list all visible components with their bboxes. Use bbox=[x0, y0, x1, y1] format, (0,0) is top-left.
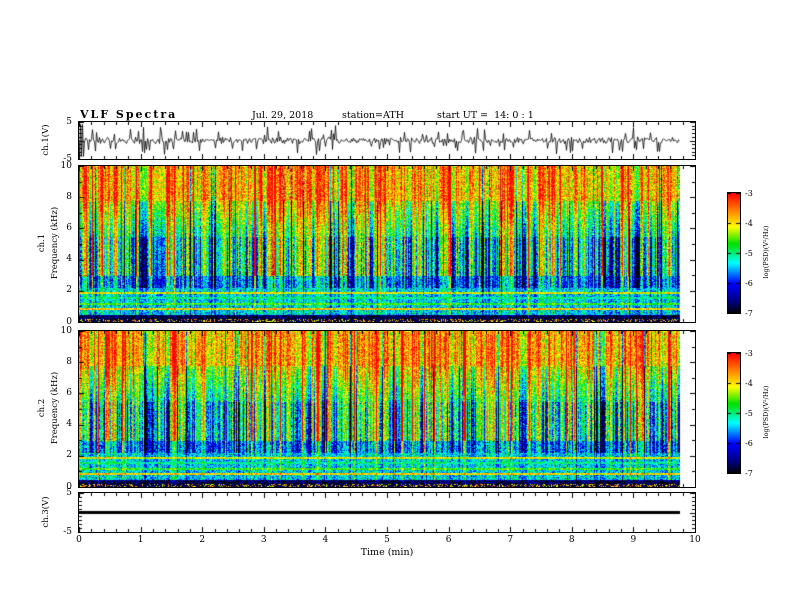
colorbar-tick-label: -7 bbox=[745, 309, 753, 318]
ch1-channel-label: ch.1 bbox=[37, 233, 47, 253]
y-tick-label: 4 bbox=[66, 419, 72, 430]
ch2-colorbar-canvas bbox=[728, 353, 740, 473]
ch1-spectrogram-panel bbox=[78, 165, 696, 323]
x-tick-label: 2 bbox=[199, 535, 206, 545]
colorbar-tick-label: -6 bbox=[745, 439, 753, 448]
x-tick-label: 7 bbox=[507, 535, 514, 545]
ch2-channel-label: ch.2 bbox=[37, 398, 47, 418]
plot-start-ut: start UT = 14: 0 : 1 bbox=[437, 110, 534, 121]
y-tick-label: 4 bbox=[66, 254, 72, 265]
x-tick-label: 6 bbox=[445, 535, 452, 545]
y-tick-label: 6 bbox=[66, 387, 72, 398]
ch2-colorbar bbox=[727, 352, 741, 474]
y-tick-label: 8 bbox=[66, 191, 72, 202]
x-tick-label: 5 bbox=[384, 535, 390, 545]
ch1-spectrogram-canvas bbox=[79, 166, 695, 322]
plot-station: station=ATH bbox=[342, 110, 404, 121]
x-tick-label: 8 bbox=[568, 535, 575, 545]
x-tick-label: 9 bbox=[630, 535, 637, 545]
ch1-colorbar-canvas bbox=[728, 193, 740, 313]
colorbar-tick-label: -3 bbox=[745, 189, 753, 198]
ch2-frequency-axis-label: Frequency (kHz) bbox=[50, 371, 60, 445]
ch3-waveform-canvas bbox=[79, 493, 695, 532]
ch2-spectrogram-panel bbox=[78, 330, 696, 488]
y-tick-label: 2 bbox=[66, 450, 72, 461]
colorbar-tick-label: -4 bbox=[745, 219, 753, 228]
ch3-voltage-axis-label: ch.3(V) bbox=[41, 496, 51, 528]
x-tick-label: 0 bbox=[76, 535, 82, 545]
ch1-waveform-canvas bbox=[79, 122, 695, 159]
ch1-waveform-panel bbox=[78, 121, 696, 160]
x-tick-label: 3 bbox=[260, 535, 267, 545]
y-tick-label: -5 bbox=[63, 526, 72, 537]
y-tick-label: 5 bbox=[66, 487, 72, 498]
ch1-frequency-axis-label: Frequency (kHz) bbox=[50, 206, 60, 280]
x-tick-label: 1 bbox=[137, 535, 144, 545]
ch1-voltage-axis-label: ch.1(V) bbox=[41, 124, 51, 156]
colorbar-tick-label: -4 bbox=[745, 379, 753, 388]
plot-title: VLF Spectra bbox=[80, 108, 178, 121]
colorbar-tick-label: -5 bbox=[745, 409, 753, 418]
ch2-spectrogram-canvas bbox=[79, 331, 695, 487]
y-tick-label: -5 bbox=[63, 153, 72, 164]
y-tick-label: 10 bbox=[60, 325, 72, 336]
y-tick-label: 10 bbox=[60, 160, 72, 171]
x-tick-label: 10 bbox=[689, 535, 701, 545]
plot-date: Jul. 29, 2018 bbox=[252, 110, 314, 121]
y-tick-label: 0 bbox=[66, 316, 72, 327]
colorbar-tick-label: -6 bbox=[745, 279, 753, 288]
y-tick-label: 0 bbox=[66, 481, 72, 492]
y-tick-label: 5 bbox=[66, 116, 72, 127]
y-tick-label: 2 bbox=[66, 285, 72, 296]
ch3-waveform-panel bbox=[78, 492, 696, 533]
x-tick-label: 4 bbox=[322, 535, 329, 545]
y-tick-label: 8 bbox=[66, 356, 72, 367]
colorbar-tick-label: -3 bbox=[745, 349, 753, 358]
colorbar-tick-label: -5 bbox=[745, 249, 753, 258]
time-axis-label: Time (min) bbox=[360, 547, 414, 558]
y-tick-label: 6 bbox=[66, 222, 72, 233]
colorbar-tick-label: -7 bbox=[745, 469, 753, 478]
ch1-colorbar bbox=[727, 192, 741, 314]
